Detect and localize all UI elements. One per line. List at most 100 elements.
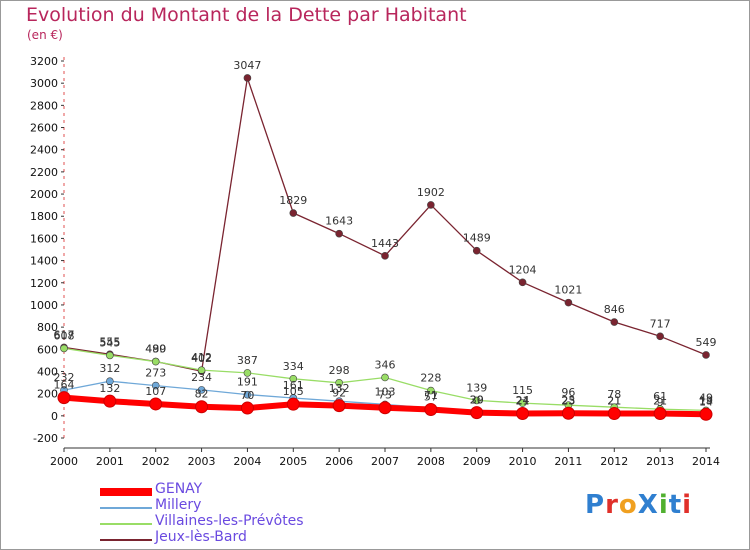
data-point	[702, 351, 710, 359]
data-label: 70	[240, 389, 254, 402]
data-label: 1204	[509, 263, 537, 276]
x-tick-label: 2012	[600, 455, 628, 468]
y-tick-label: 1200	[30, 277, 58, 290]
data-label: 19	[699, 395, 713, 408]
data-point	[243, 74, 252, 82]
data-label: 105	[283, 385, 304, 398]
y-tick-label: 3200	[30, 55, 58, 68]
data-label: 71	[424, 389, 438, 402]
x-tick-label: 2013	[646, 455, 674, 468]
x-tick-label: 2007	[371, 455, 399, 468]
data-label: 78	[607, 388, 621, 401]
data-label: 273	[145, 367, 166, 380]
y-tick-label: -200	[33, 432, 58, 445]
chart-axes: -200 0 200 400 600 800 1000 1200 1400 1600 1800 200…	[30, 55, 720, 468]
data-label: 191	[237, 376, 258, 389]
x-tick-label: 2002	[142, 455, 170, 468]
data-point	[106, 351, 114, 360]
x-tick-label: 2010	[509, 455, 537, 468]
y-tick-label: 1800	[30, 210, 58, 223]
y-tick-label: 2000	[30, 188, 58, 201]
data-label: 717	[650, 317, 671, 330]
data-point	[57, 391, 71, 405]
data-label: 21	[516, 394, 530, 407]
data-label: 115	[512, 384, 533, 397]
data-label: 1489	[463, 232, 491, 245]
data-label: 298	[329, 364, 350, 377]
x-tick-label: 2000	[50, 455, 78, 468]
data-point	[335, 229, 343, 238]
proxiti-logo: ProXiti	[585, 490, 692, 520]
data-label: 161	[283, 379, 304, 392]
data-label: 1443	[371, 237, 399, 250]
series-3	[60, 74, 710, 376]
data-label: 490	[145, 342, 166, 355]
y-tick-label: 400	[37, 365, 58, 378]
data-point	[472, 246, 481, 255]
data-label: 25	[561, 394, 575, 407]
data-point	[561, 406, 575, 420]
series-line	[63, 77, 707, 372]
data-label: 82	[195, 388, 209, 401]
y-tick-label: 2800	[30, 99, 58, 112]
data-label: 21	[653, 394, 667, 407]
data-label: 334	[283, 360, 304, 373]
data-point	[656, 332, 664, 341]
y-tick-label: 3000	[30, 77, 58, 90]
data-label: 3047	[233, 59, 261, 72]
point-labels-layer: 617 555 490 402 3047 1829 1643 1443 1902 1489 1204…	[54, 59, 717, 409]
data-label: 139	[466, 381, 487, 394]
data-point	[243, 369, 252, 377]
data-label: 545	[99, 336, 120, 349]
data-point	[610, 318, 619, 326]
data-point	[427, 386, 435, 395]
data-point	[424, 403, 438, 417]
data-point	[60, 344, 68, 353]
data-label: 489	[145, 343, 166, 356]
chart-title: Evolution du Montant de la Dette par Hab…	[26, 4, 467, 26]
x-tick-label: 2005	[279, 455, 307, 468]
data-label: 1021	[554, 284, 582, 297]
legend-label: GENAY	[155, 481, 203, 497]
data-label: 846	[604, 303, 625, 316]
data-point	[381, 252, 389, 260]
data-point	[516, 406, 530, 420]
data-point	[151, 381, 160, 390]
data-point	[195, 400, 209, 414]
data-label: 555	[99, 335, 120, 348]
logo-letter: i	[682, 490, 693, 520]
data-label: 92	[332, 387, 346, 400]
data-point	[699, 407, 713, 421]
data-label: 61	[653, 390, 667, 403]
logo-letter: r	[605, 490, 619, 520]
data-label: 1902	[417, 186, 445, 199]
legend-swatch	[100, 539, 152, 541]
data-point	[149, 397, 163, 411]
y-tick-label: 2600	[30, 122, 58, 135]
data-point	[381, 373, 389, 382]
data-point	[243, 390, 252, 399]
data-point	[106, 377, 114, 386]
data-label: 608	[54, 329, 75, 342]
data-point	[197, 386, 206, 394]
data-label: 1829	[279, 194, 307, 207]
y-tick-label: 800	[37, 321, 58, 334]
data-point	[470, 406, 484, 420]
x-tick-label: 2004	[233, 455, 261, 468]
data-point	[518, 278, 527, 287]
data-point	[103, 394, 117, 408]
data-label: 57	[424, 391, 438, 404]
data-label: 312	[99, 362, 120, 375]
data-label: 346	[375, 358, 396, 371]
x-tick-label: 2003	[188, 455, 216, 468]
x-tick-label: 2001	[96, 455, 124, 468]
data-point	[289, 209, 298, 217]
data-label: 107	[145, 385, 166, 398]
x-tick-label: 2006	[325, 455, 353, 468]
y-tick-label: 0	[51, 410, 58, 423]
data-label: 21	[607, 394, 621, 407]
legend-label: Jeux-lès-Bard	[155, 529, 247, 545]
chart-unit: (en €)	[27, 28, 63, 42]
data-point	[427, 201, 435, 209]
